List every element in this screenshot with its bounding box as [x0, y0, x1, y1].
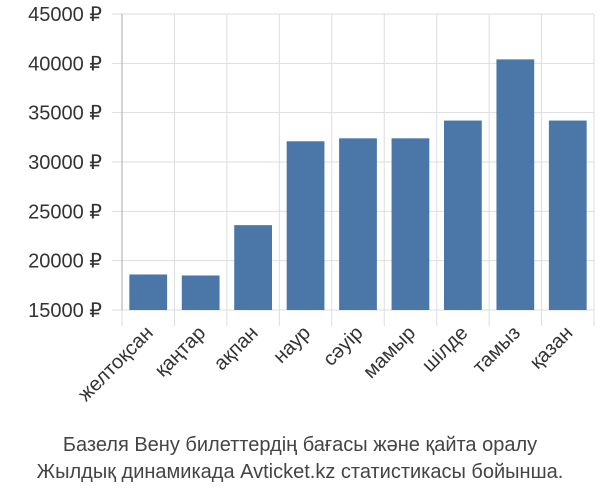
- x-tick-label: қазан: [526, 322, 578, 374]
- caption-line-1: Базеля Вену билеттердің бағасы және қайт…: [62, 434, 538, 456]
- y-tick-label: 35000 ₽: [28, 103, 102, 125]
- bar: [129, 274, 168, 310]
- x-tick-label: мамыр: [359, 322, 420, 383]
- y-tick-labels: 15000 ₽ 20000 ₽ 25000 ₽ 30000 ₽ 35000 ₽ 40000…: [28, 4, 102, 322]
- bar: [391, 138, 430, 310]
- x-tick-label: сәуір: [319, 322, 368, 371]
- bar-chart: 15000 ₽ 20000 ₽ 25000 ₽ 30000 ₽ 35000 ₽ 40000…: [28, 4, 595, 406]
- x-tick-label: қаңтар: [151, 322, 210, 381]
- x-tick-label: тамыз: [469, 322, 525, 378]
- x-tick-label: ақпан: [210, 322, 263, 375]
- y-tick-label: 20000 ₽: [28, 251, 102, 273]
- y-tick-label: 15000 ₽: [28, 300, 102, 322]
- bar: [181, 275, 220, 310]
- x-tick-label: наур: [269, 322, 315, 368]
- bar: [548, 120, 587, 310]
- bar: [496, 59, 535, 311]
- bars: [129, 59, 587, 311]
- y-tick-label: 30000 ₽: [28, 152, 102, 174]
- y-tick-label: 45000 ₽: [28, 4, 102, 26]
- bar: [234, 225, 272, 310]
- bar: [286, 141, 325, 310]
- y-tick-label: 40000 ₽: [28, 53, 102, 75]
- bar: [339, 138, 377, 310]
- bar: [444, 120, 482, 310]
- caption-line-2: Жылдық динамикада Avticket.kz статистика…: [36, 461, 564, 483]
- y-tick-label: 25000 ₽: [28, 201, 102, 223]
- gridlines: [112, 13, 595, 326]
- x-tick-label: желтоқсан: [74, 322, 158, 406]
- x-tick-label: шілде: [418, 322, 472, 376]
